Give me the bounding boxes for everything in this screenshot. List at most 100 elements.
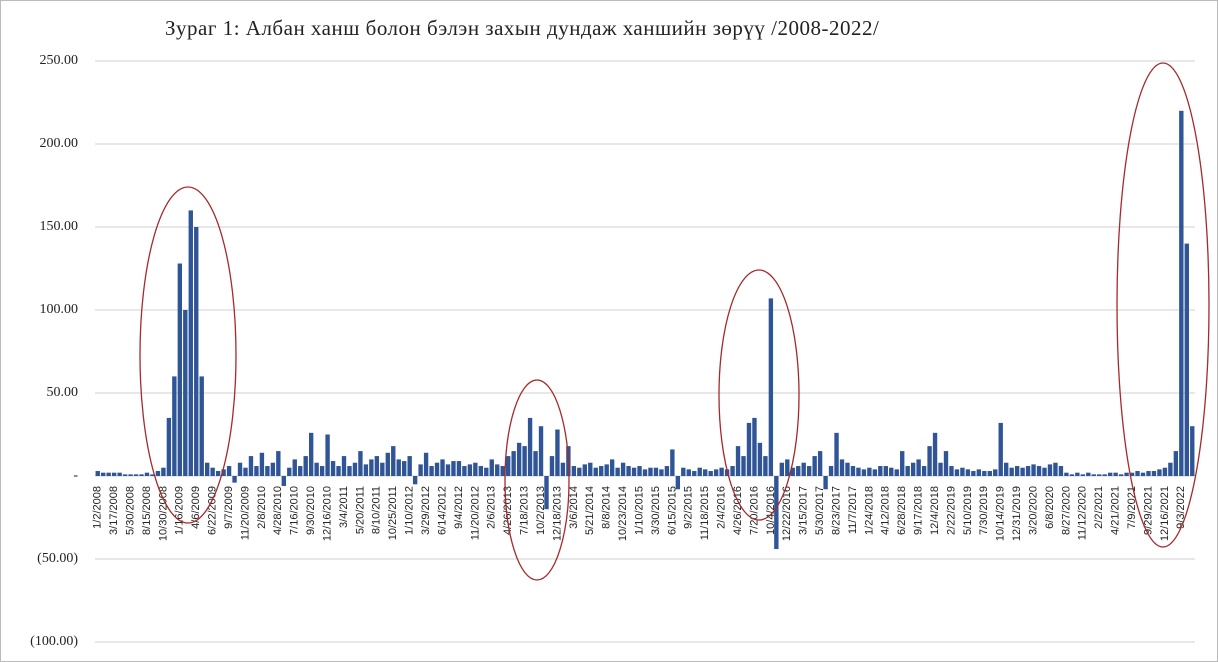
bar [303, 456, 308, 476]
x-tick-label: 1/10/2012 [404, 486, 416, 535]
x-tick-label: 4/26/2013 [502, 486, 514, 535]
bar [319, 466, 325, 476]
bar [856, 467, 861, 476]
bar [834, 432, 839, 476]
bar [1173, 451, 1179, 476]
x-tick-label: 7/30/2019 [978, 486, 990, 535]
bar [1157, 469, 1162, 476]
bar [730, 466, 735, 476]
bar [478, 466, 484, 476]
bar [133, 474, 139, 476]
bar [615, 467, 620, 476]
x-tick-label: 8/8/2014 [601, 486, 613, 529]
bar [779, 462, 785, 476]
bar [150, 474, 155, 476]
bar [577, 467, 582, 476]
bar [735, 446, 741, 476]
y-tick-label: 50.00 [47, 385, 79, 400]
bar [850, 466, 856, 476]
bar [1014, 466, 1020, 476]
x-tick-label: 10/2/2013 [535, 486, 547, 535]
bar [883, 466, 888, 476]
x-tick-label: 3/15/2017 [798, 486, 810, 535]
x-tick-label: 8/23/2017 [830, 486, 842, 535]
y-tick-label: - [73, 468, 78, 483]
bar [484, 467, 489, 476]
bar [396, 459, 401, 476]
bar [631, 467, 637, 476]
x-tick-label: 12/18/2013 [551, 486, 563, 541]
bar [746, 422, 752, 476]
bar [445, 464, 451, 476]
bar [872, 469, 878, 476]
x-tick-label: 10/23/2014 [617, 486, 629, 541]
x-tick-label: 2/8/2010 [256, 486, 268, 529]
bar [1009, 467, 1014, 476]
ellipse [504, 379, 570, 581]
x-tick-label: 4/28/2010 [272, 486, 284, 535]
bar [921, 466, 927, 476]
bar [352, 462, 358, 476]
bar [248, 456, 254, 476]
bar [495, 464, 500, 476]
bar [122, 474, 128, 476]
bar [292, 459, 297, 476]
x-tick-label: 9/17/2018 [913, 486, 925, 535]
bar [878, 466, 883, 476]
bar [199, 376, 204, 476]
bar [259, 452, 265, 476]
bar [741, 456, 746, 476]
bar [95, 471, 100, 476]
bar [440, 459, 445, 476]
bar [1031, 464, 1036, 476]
x-tick-label: 11/7/2017 [847, 486, 859, 534]
bar [692, 471, 697, 476]
bar [1097, 474, 1102, 476]
x-tick-label: 9/29/2021 [1142, 486, 1154, 535]
bar [254, 466, 259, 476]
bar [637, 466, 642, 476]
bar [927, 446, 932, 476]
bar [511, 451, 516, 476]
bar [533, 451, 538, 476]
x-tick-label: 5/21/2014 [584, 486, 596, 535]
bar [768, 298, 774, 476]
bar [828, 466, 834, 476]
bar [221, 469, 226, 476]
bar [489, 459, 494, 476]
x-tick-label: 6/14/2012 [436, 486, 448, 535]
bar [281, 476, 286, 486]
x-tick-label: 3/30/2015 [650, 486, 662, 535]
y-tick-label: 150.00 [40, 219, 79, 234]
x-tick-label: 5/30/2017 [814, 486, 826, 535]
bar [823, 476, 828, 490]
bar [549, 456, 555, 476]
bar [347, 466, 352, 476]
x-tick-label: 9/3/2022 [1175, 486, 1187, 529]
bar [412, 476, 418, 485]
y-tick-label: (50.00) [37, 551, 78, 566]
bar [1036, 466, 1042, 476]
bar [1042, 467, 1047, 476]
bar [900, 451, 905, 476]
x-tick-label: 2/6/2013 [486, 486, 498, 529]
highlight-ellipses [139, 62, 1210, 581]
bar [861, 469, 867, 476]
bar [402, 461, 407, 476]
x-tick-label: 4/12/2018 [880, 486, 892, 535]
bar [675, 476, 681, 490]
bar [1053, 462, 1058, 476]
bar [456, 461, 462, 476]
bar [620, 462, 626, 476]
x-tick-label: 8/10/2011 [371, 486, 383, 534]
bar [1102, 474, 1107, 476]
bar [161, 467, 166, 476]
y-tick-label: 200.00 [40, 136, 79, 151]
bar [954, 469, 960, 476]
bar [609, 459, 615, 476]
x-tick-label: 1/16/2009 [174, 486, 186, 535]
bar [1107, 472, 1113, 476]
bar [1020, 467, 1025, 476]
bar [172, 376, 177, 476]
bar [139, 474, 144, 476]
